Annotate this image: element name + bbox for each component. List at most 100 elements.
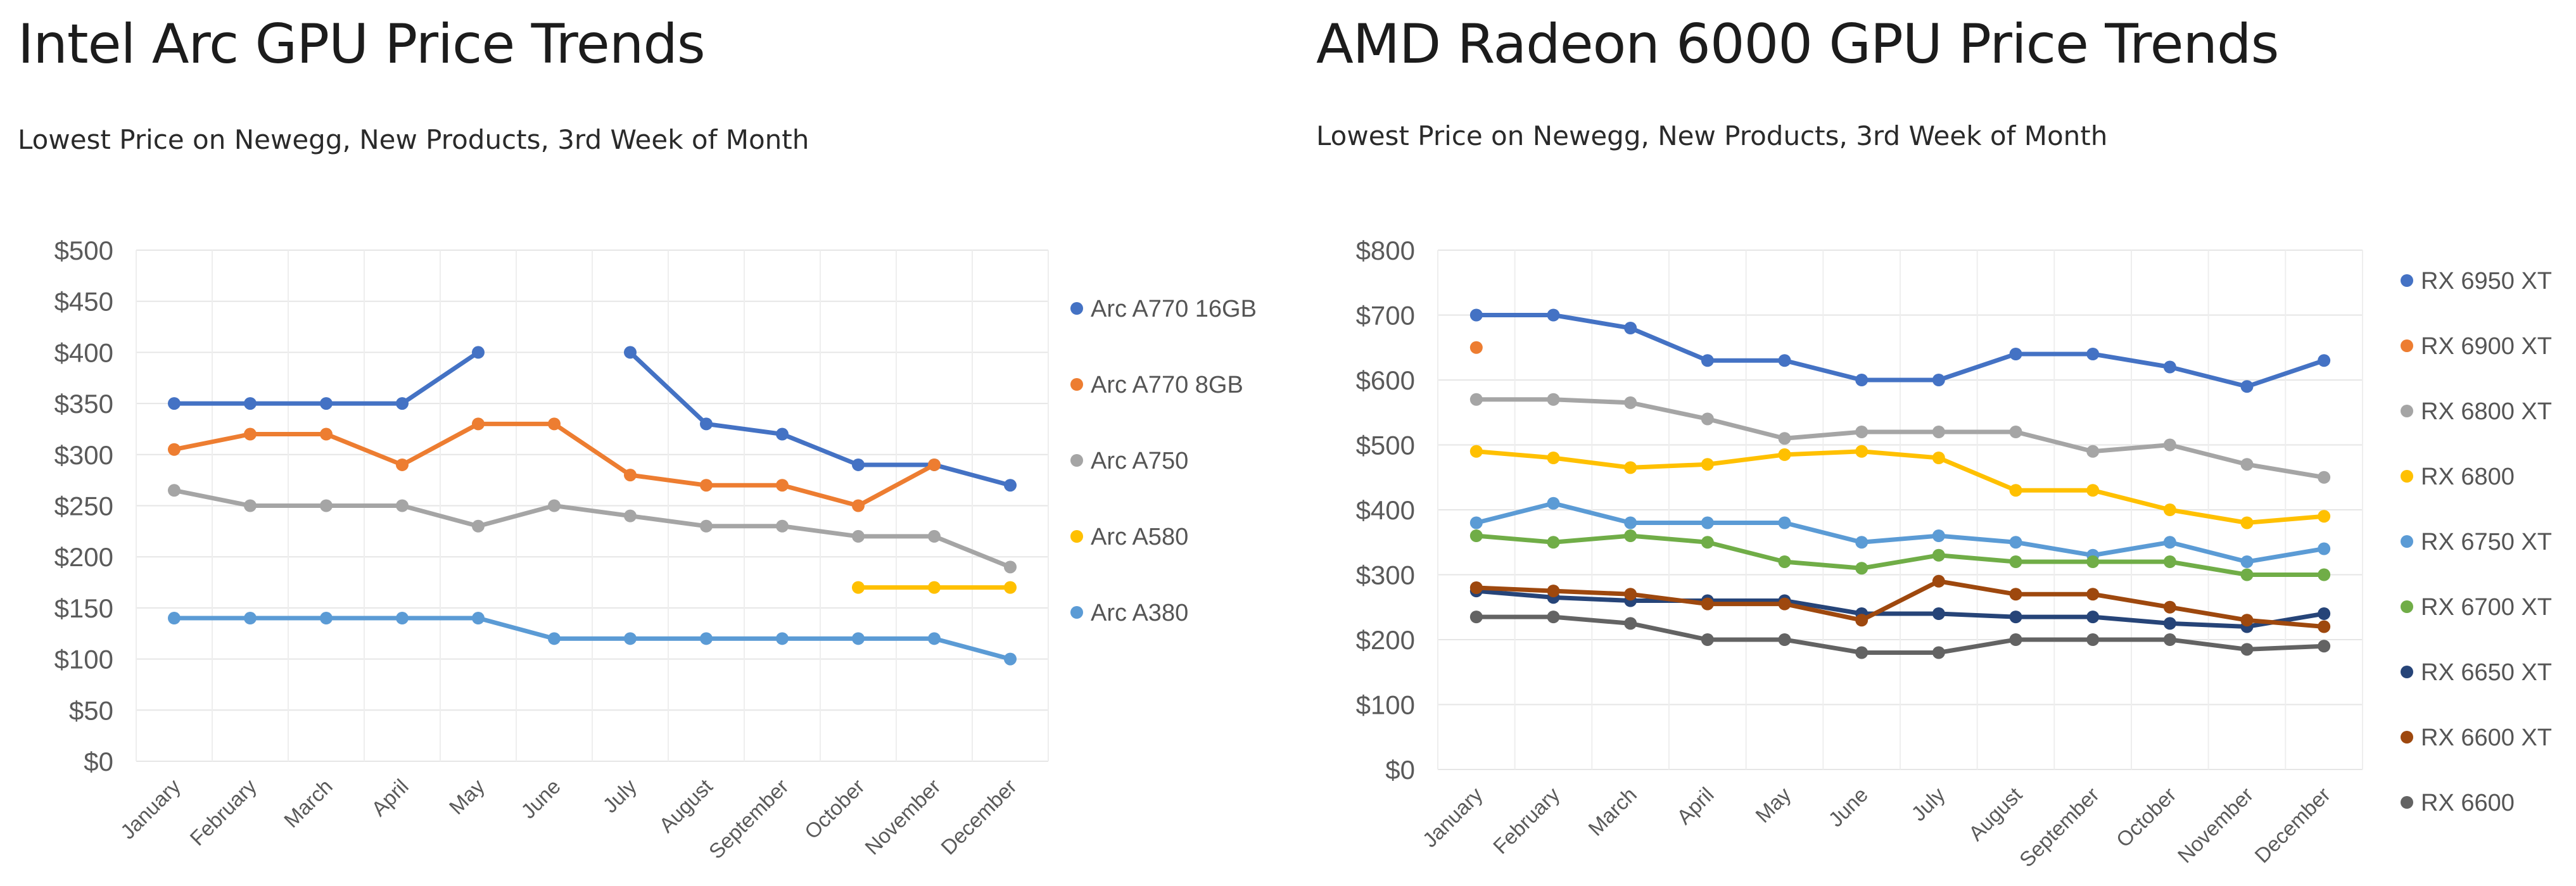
data-point xyxy=(2009,555,2022,568)
series-line-segment xyxy=(1474,533,1556,545)
y-tick-label: $800 xyxy=(1356,236,1415,265)
data-point xyxy=(852,499,865,512)
data-point xyxy=(2009,588,2022,601)
data-point xyxy=(776,519,789,533)
data-point xyxy=(1855,562,1869,575)
series-line-segment xyxy=(552,503,633,519)
x-tick-label: October xyxy=(2112,783,2181,852)
data-point xyxy=(1701,458,1714,471)
data-point xyxy=(1547,585,1560,598)
data-point xyxy=(776,632,789,645)
data-point xyxy=(1855,426,1869,438)
data-point xyxy=(1624,461,1637,474)
data-point xyxy=(1932,426,1945,438)
series-line-segment xyxy=(400,421,481,467)
data-point xyxy=(1701,412,1714,426)
data-point xyxy=(1932,574,1945,588)
series-line-segment xyxy=(1705,452,1787,467)
y-tick-label: $0 xyxy=(84,747,113,776)
data-point xyxy=(2318,354,2331,367)
series-line-segment xyxy=(476,616,557,641)
data-point xyxy=(396,499,409,512)
series-line-segment xyxy=(2245,462,2326,480)
series-line-segment xyxy=(2167,443,2249,467)
legend-label: RX 6800 XT xyxy=(2421,398,2552,425)
x-tick-label: March xyxy=(1583,783,1641,840)
y-tick-label: $150 xyxy=(54,593,113,623)
y-tick-label: $200 xyxy=(1356,625,1415,655)
data-point xyxy=(1855,536,1869,549)
data-point xyxy=(1778,516,1791,529)
x-tick-label: January xyxy=(116,774,186,844)
data-point xyxy=(1855,445,1869,458)
data-point xyxy=(2163,617,2176,630)
series-rx-6800-xt xyxy=(1469,393,2331,484)
y-tick-label: $250 xyxy=(54,491,113,521)
x-tick-label: August xyxy=(1964,783,2027,845)
data-point xyxy=(1624,529,1637,542)
series-line-segment xyxy=(552,421,633,478)
data-point xyxy=(1778,448,1791,461)
data-point xyxy=(244,397,257,410)
data-point xyxy=(1624,396,1637,409)
legend-label: Arc A750 xyxy=(1091,448,1188,474)
data-point xyxy=(1547,611,1560,624)
legend-label: RX 6650 XT xyxy=(2421,659,2552,686)
data-point xyxy=(2240,380,2254,393)
data-point xyxy=(700,417,713,431)
legend-label: RX 6600 XT xyxy=(2421,725,2552,751)
legend-marker xyxy=(2401,731,2413,744)
data-point xyxy=(1004,581,1017,594)
data-point xyxy=(472,519,485,533)
data-point xyxy=(1932,529,1945,542)
series-line-segment xyxy=(1705,417,1787,441)
legend-marker xyxy=(1070,606,1083,619)
data-point xyxy=(624,346,637,359)
legend-label: RX 6700 XT xyxy=(2421,594,2552,621)
series-line-segment xyxy=(1628,592,1710,607)
data-point xyxy=(320,612,333,625)
series-line-segment xyxy=(1474,588,1556,600)
series-line-segment xyxy=(172,432,253,452)
data-point xyxy=(2240,643,2254,656)
data-point xyxy=(1778,354,1791,367)
series-arc-a380 xyxy=(168,612,1017,666)
data-point xyxy=(2009,484,2022,497)
data-point xyxy=(548,417,561,431)
data-point xyxy=(548,632,561,645)
legend-marker xyxy=(2401,535,2413,548)
data-point xyxy=(1778,555,1791,568)
series-line-segment xyxy=(1551,397,1633,405)
data-point xyxy=(2086,633,2100,646)
x-tick-label: August xyxy=(654,775,717,837)
data-point xyxy=(1004,652,1017,666)
data-point xyxy=(2318,568,2331,581)
series-line-segment xyxy=(1551,313,1633,331)
series-line-segment xyxy=(2245,358,2326,389)
legend-label: Arc A770 8GB xyxy=(1091,372,1243,398)
series-line-segment xyxy=(2167,365,2249,389)
series-line-segment xyxy=(2245,643,2326,652)
series-arc-a770-8gb xyxy=(168,417,941,512)
series-line-segment xyxy=(780,524,861,539)
x-tick-label: December xyxy=(2250,783,2335,868)
data-point xyxy=(472,612,485,625)
data-point xyxy=(320,427,333,441)
data-point xyxy=(2318,542,2331,555)
data-point xyxy=(1932,374,1945,386)
data-point xyxy=(2009,611,2022,624)
series-line-segment xyxy=(1705,540,1787,564)
series-rx-6600-xt xyxy=(1469,574,2331,633)
data-point xyxy=(1624,617,1637,630)
series-line-segment xyxy=(1936,611,2018,619)
series-line-segment xyxy=(932,534,1013,569)
data-point xyxy=(2163,555,2176,568)
data-point xyxy=(168,484,181,497)
data-point xyxy=(472,417,485,431)
y-tick-label: $500 xyxy=(1356,431,1415,460)
series-line-segment xyxy=(1628,533,1710,545)
legend-marker xyxy=(2401,274,2413,287)
data-point xyxy=(2240,614,2254,627)
y-axis: $0 $100 $200 $300 $400 $500 $600 $700 $800 xyxy=(1356,236,1415,785)
data-point xyxy=(1778,432,1791,445)
